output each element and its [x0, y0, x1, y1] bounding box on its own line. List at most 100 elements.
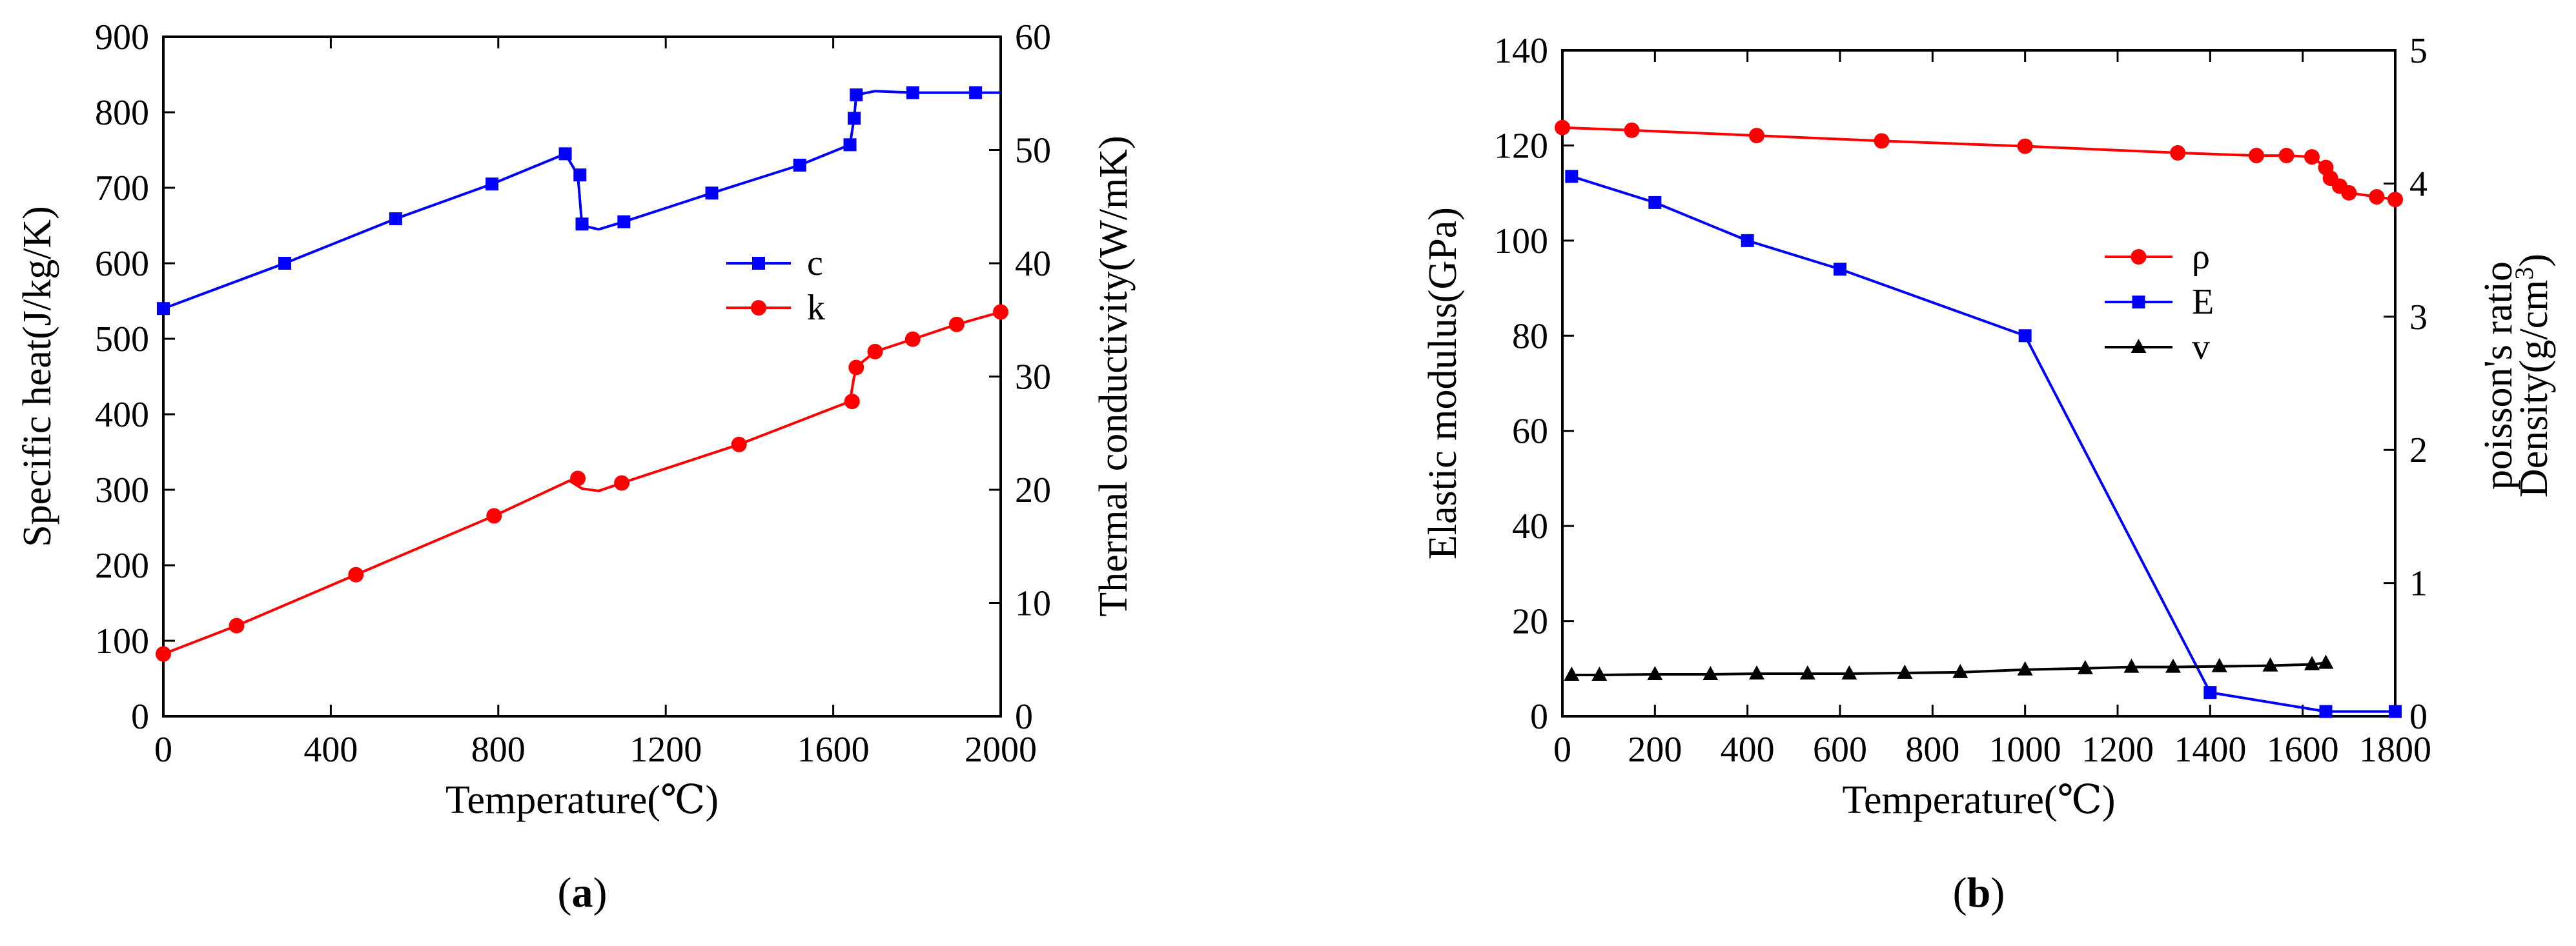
data-point-E: [2319, 705, 2333, 718]
data-point-v: [1841, 665, 1857, 679]
data-point-E: [2389, 705, 2402, 718]
legend-marker: [751, 300, 766, 316]
series-line-c: [163, 90, 1001, 310]
y2-tick-label: 40: [1015, 244, 1051, 284]
data-point-k: [867, 343, 883, 359]
data-point-E: [1565, 170, 1579, 183]
plot-frame: [1561, 49, 2397, 718]
data-point-v: [1952, 663, 1968, 678]
data-point-k: [905, 331, 921, 347]
data-point-E: [1834, 263, 1846, 276]
data-point-E: [2018, 329, 2032, 343]
y2-tick-label: 4: [2409, 164, 2428, 204]
x-tick-label: 1400: [2174, 730, 2246, 770]
x-tick-label: 1600: [797, 730, 870, 770]
data-point-ρ: [1749, 128, 1764, 144]
x-tick-label: 2000: [965, 730, 1037, 770]
y2-tick-label: 10: [1015, 584, 1051, 624]
y-tick-label: 700: [95, 168, 149, 208]
data-point-ρ: [1555, 119, 1570, 136]
data-point-k: [948, 316, 965, 332]
y-tick-label: 100: [1494, 221, 1548, 261]
y2-tick-label: 3: [2409, 297, 2428, 337]
y-tick-label: 800: [95, 93, 149, 133]
y2-tick-label: 2: [2409, 430, 2428, 470]
y2-tick-label: 30: [1015, 357, 1051, 398]
y2-tick-label: 0: [2409, 697, 2428, 737]
y-tick-label: 80: [1512, 316, 1548, 356]
x-tick-label: 600: [1813, 730, 1867, 770]
y-tick-label: 600: [95, 244, 149, 284]
x-tick-label: 800: [471, 730, 526, 770]
panel-label-open: (: [558, 869, 572, 916]
y-tick-label: 200: [95, 546, 149, 586]
x-tick-label: 200: [1628, 730, 1682, 770]
data-point-v: [2165, 658, 2181, 673]
data-point-c: [558, 147, 572, 161]
x-tick-label: 0: [154, 730, 172, 770]
data-point-c: [705, 186, 719, 200]
data-point-k: [993, 304, 1008, 320]
data-point-v: [1564, 667, 1580, 681]
legend-label: c: [807, 243, 823, 283]
data-point-c: [575, 217, 589, 231]
y2-tick-label: 60: [1015, 17, 1051, 57]
data-point-ρ: [2170, 145, 2186, 161]
panel-b: 0 200 400 600 800 1000 1200 1400 1600 18000204060…: [1421, 31, 2556, 916]
data-point-ρ: [2387, 192, 2403, 208]
data-point-ρ: [1624, 122, 1640, 138]
data-point-v: [2318, 654, 2334, 669]
data-point-c: [906, 86, 919, 99]
y2-axis-title-line2: Density(g/cm3): [2510, 254, 2556, 498]
y2-tick-label: 50: [1015, 131, 1051, 171]
y2-axis-title: Thermal conductivity(W/mK): [1092, 136, 1136, 616]
y2-axis-title-text: Density(g/cm: [2512, 280, 2556, 498]
series-line-v: [1571, 661, 2326, 676]
data-point-k: [848, 359, 864, 376]
y-tick-label: 300: [95, 470, 149, 510]
data-point-v: [1702, 665, 1719, 680]
panel-label-letter: b: [1967, 869, 1991, 916]
data-point-c: [573, 168, 587, 182]
data-point-c: [157, 302, 170, 316]
y-axis-title: Elastic modulus(GPa): [1421, 207, 1465, 559]
data-point-v: [2123, 658, 2140, 673]
data-point-v: [2017, 661, 2033, 676]
data-point-ρ: [2304, 149, 2320, 165]
data-point-c: [617, 215, 631, 228]
data-point-v: [1749, 665, 1764, 679]
data-point-c: [848, 112, 861, 125]
y2-tick-label: 20: [1015, 470, 1051, 510]
data-point-v: [1897, 664, 1913, 679]
data-point-v: [2304, 656, 2320, 670]
legend-marker: [2131, 249, 2147, 265]
data-point-k: [229, 618, 245, 634]
data-point-k: [156, 646, 171, 662]
data-point-k: [614, 475, 630, 491]
y2-tick-label: 1: [2409, 564, 2428, 604]
data-point-E: [1741, 234, 1754, 247]
y-tick-label: 40: [1512, 507, 1548, 547]
x-axis-title: Temperature(℃): [1842, 778, 2115, 822]
y-tick-label: 900: [95, 17, 149, 57]
y-tick-label: 20: [1512, 602, 1548, 642]
y-tick-label: 0: [131, 697, 149, 737]
data-point-ρ: [2278, 148, 2295, 164]
data-point-ρ: [2249, 148, 2264, 164]
plot-frame: [162, 35, 1002, 718]
panel-label-close: ): [593, 869, 608, 916]
legend-label: E: [2192, 282, 2214, 322]
legend-label: k: [807, 288, 825, 328]
x-tick-label: 1600: [2267, 730, 2339, 770]
data-point-k: [570, 470, 586, 487]
y2-tick-label: 0: [1015, 697, 1033, 737]
x-tick-label: 1200: [2081, 730, 2154, 770]
data-point-v: [1799, 665, 1815, 679]
x-axis-title: Temperature(℃): [445, 778, 719, 822]
y2-axis-title-close: ): [2512, 254, 2556, 267]
data-point-ρ: [1874, 133, 1890, 149]
y-tick-label: 60: [1512, 412, 1548, 452]
data-point-c: [793, 158, 806, 172]
x-tick-label: 0: [1553, 730, 1571, 770]
